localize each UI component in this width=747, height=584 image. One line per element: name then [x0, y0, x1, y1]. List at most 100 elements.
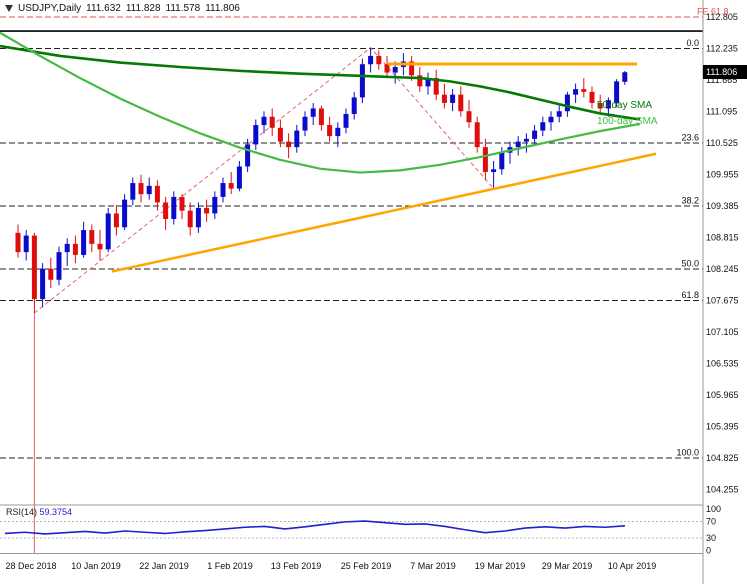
fib-label: 23.6	[681, 132, 699, 142]
candle-body	[359, 64, 365, 98]
price-axis-label: 105.395	[706, 421, 739, 431]
low-value: 111.578	[165, 3, 201, 14]
candle-body	[286, 141, 292, 148]
candle-body	[245, 144, 251, 167]
candle-body	[466, 111, 472, 123]
candle-body	[195, 207, 201, 228]
date-axis-label[interactable]: 28 Dec 2018	[5, 561, 56, 571]
zigzag-line	[34, 46, 494, 314]
candle-body	[294, 130, 300, 148]
candle-body	[335, 127, 341, 137]
candle-body	[97, 243, 103, 250]
price-axis-label: 111.095	[706, 106, 737, 116]
candle-body	[253, 125, 259, 145]
support-trendline	[111, 152, 657, 273]
candle-body	[171, 196, 177, 219]
fib-label: 100.0	[676, 447, 699, 457]
date-axis-label[interactable]: 1 Feb 2019	[207, 561, 253, 571]
candle-body	[368, 55, 374, 65]
price-axis-label: 111.665	[706, 75, 737, 85]
candle-body	[450, 94, 456, 103]
candle-body	[523, 138, 529, 142]
price-axis-label: 108.815	[706, 232, 739, 242]
candle-body	[163, 202, 169, 219]
price-axis-label: 112.235	[706, 44, 738, 54]
candle-body	[48, 268, 54, 280]
candle-body	[64, 243, 70, 253]
candle-body	[40, 268, 46, 300]
date-axis-label[interactable]: 10 Jan 2019	[71, 561, 121, 571]
candle-body	[220, 183, 226, 197]
candle-body	[425, 78, 431, 87]
candle-body	[384, 64, 390, 73]
price-axis-label: 110.525	[706, 138, 738, 148]
candle-body	[81, 230, 87, 255]
candle-body	[302, 116, 308, 131]
fib-label: FE 61.8	[697, 7, 729, 17]
fib-label: 38.2	[681, 195, 699, 205]
candle-body	[23, 235, 29, 253]
fib-label: 61.8	[681, 290, 699, 300]
rsi-name: RSI(14)	[6, 507, 38, 517]
candle-body	[573, 89, 579, 95]
candle-body	[277, 127, 283, 142]
candle-body	[564, 94, 570, 112]
close-value: 111.806	[205, 3, 240, 14]
candle-body	[31, 235, 37, 300]
candle-body	[343, 113, 349, 128]
open-value: 111.632	[86, 3, 121, 14]
symbol-ohlc-header: USDJPY,Daily 111.632 111.828 111.578 111…	[5, 3, 240, 14]
candle-body	[138, 183, 144, 195]
rsi-line	[4, 520, 626, 535]
date-axis-label[interactable]: 7 Mar 2019	[410, 561, 456, 571]
fib-label: 0.0	[686, 38, 699, 48]
price-axis-label: 112.805	[706, 12, 738, 22]
candle-body	[441, 94, 447, 103]
candle-body	[212, 196, 218, 214]
rsi-axis-label: 70	[706, 516, 716, 526]
date-axis-label[interactable]: 25 Feb 2019	[341, 561, 392, 571]
current-price-badge: 111.806	[703, 65, 747, 80]
sma50-label: 50-day SMA	[597, 100, 653, 111]
candle-body	[72, 243, 78, 255]
price-axis-label: 105.965	[706, 390, 739, 400]
date-axis-label[interactable]: 22 Jan 2019	[139, 561, 189, 571]
price-axis-label: 106.535	[706, 358, 739, 368]
candle-body	[556, 111, 562, 117]
candle-body	[458, 94, 464, 112]
candle-body	[532, 130, 538, 139]
candle-body	[499, 152, 505, 170]
candle-body	[15, 232, 21, 253]
candle-body	[491, 169, 497, 173]
price-axis-label: 109.955	[706, 169, 739, 179]
candle-body	[261, 116, 267, 126]
rsi-axis-label: 100	[706, 504, 721, 514]
candle-body	[105, 213, 111, 250]
candle-body	[269, 116, 275, 128]
rsi-axis-label: 0	[706, 546, 711, 556]
candle-body	[589, 91, 595, 103]
rsi-axis-label: 30	[706, 533, 716, 543]
date-axis-label[interactable]: 10 Apr 2019	[608, 561, 657, 571]
price-axis-label: 109.385	[706, 201, 739, 211]
candle-body	[146, 185, 152, 195]
date-axis-label[interactable]: 13 Feb 2019	[271, 561, 322, 571]
candle-body	[236, 166, 242, 189]
candle-body	[540, 122, 546, 131]
date-axis-label[interactable]: 29 Mar 2019	[542, 561, 593, 571]
date-axis-label[interactable]: 19 Mar 2019	[475, 561, 526, 571]
candle-body	[56, 252, 62, 280]
candle-body	[605, 100, 611, 109]
candle-body	[433, 78, 439, 95]
price-axis-label: 104.825	[706, 453, 739, 463]
sma100-line	[0, 31, 641, 174]
candle-body	[130, 183, 136, 200]
candle-body	[318, 108, 324, 126]
price-axis-label: 107.105	[706, 327, 739, 337]
candle-body	[376, 55, 382, 65]
candle-body	[548, 116, 554, 123]
fib-label: 50.0	[681, 258, 699, 268]
candle-body	[113, 213, 119, 228]
